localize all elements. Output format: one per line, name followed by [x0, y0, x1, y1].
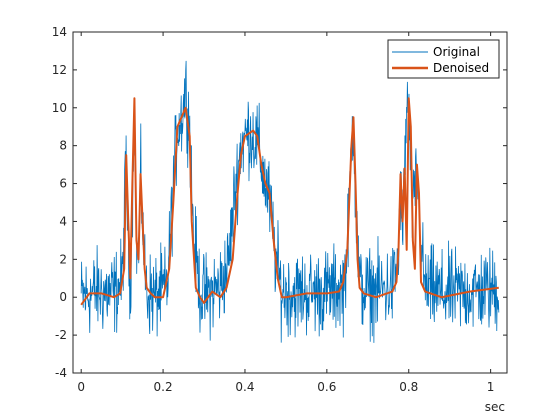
- x-tick-label: 0.2: [154, 380, 173, 394]
- series-line-original: [80, 60, 500, 343]
- y-tick-label: 14: [52, 25, 67, 39]
- legend-label-original: Original: [433, 45, 480, 59]
- y-tick-label: 10: [52, 101, 67, 115]
- x-tick-label: 0.6: [317, 380, 336, 394]
- x-axis-label: sec: [485, 400, 505, 414]
- legend-box: [387, 39, 500, 79]
- y-tick-label: -4: [55, 366, 67, 380]
- y-tick-label: -2: [55, 328, 67, 342]
- legend-label-denoised: Denoised: [433, 61, 489, 75]
- y-tick-label: 8: [59, 139, 67, 153]
- y-tick-label: 6: [59, 177, 67, 191]
- x-tick-label: 1: [487, 380, 495, 394]
- axes-box: [72, 31, 508, 374]
- series-line-denoised: [80, 97, 499, 306]
- plot-area: [80, 60, 500, 343]
- x-tick-label: 0: [77, 380, 85, 394]
- axes: 0 0.2 0.4 0.6 0.8 1 -4 -2 0 2 4 6 8 10 12 14 sec: [52, 25, 508, 414]
- y-tick-label: 4: [59, 214, 67, 228]
- legend: Original Denoised: [387, 39, 500, 79]
- x-tick-label: 0.4: [235, 380, 254, 394]
- y-tick-label: 12: [52, 63, 67, 77]
- x-tick-label: 0.8: [399, 380, 418, 394]
- y-tick-label: 2: [59, 252, 67, 266]
- y-tick-label: 0: [59, 290, 67, 304]
